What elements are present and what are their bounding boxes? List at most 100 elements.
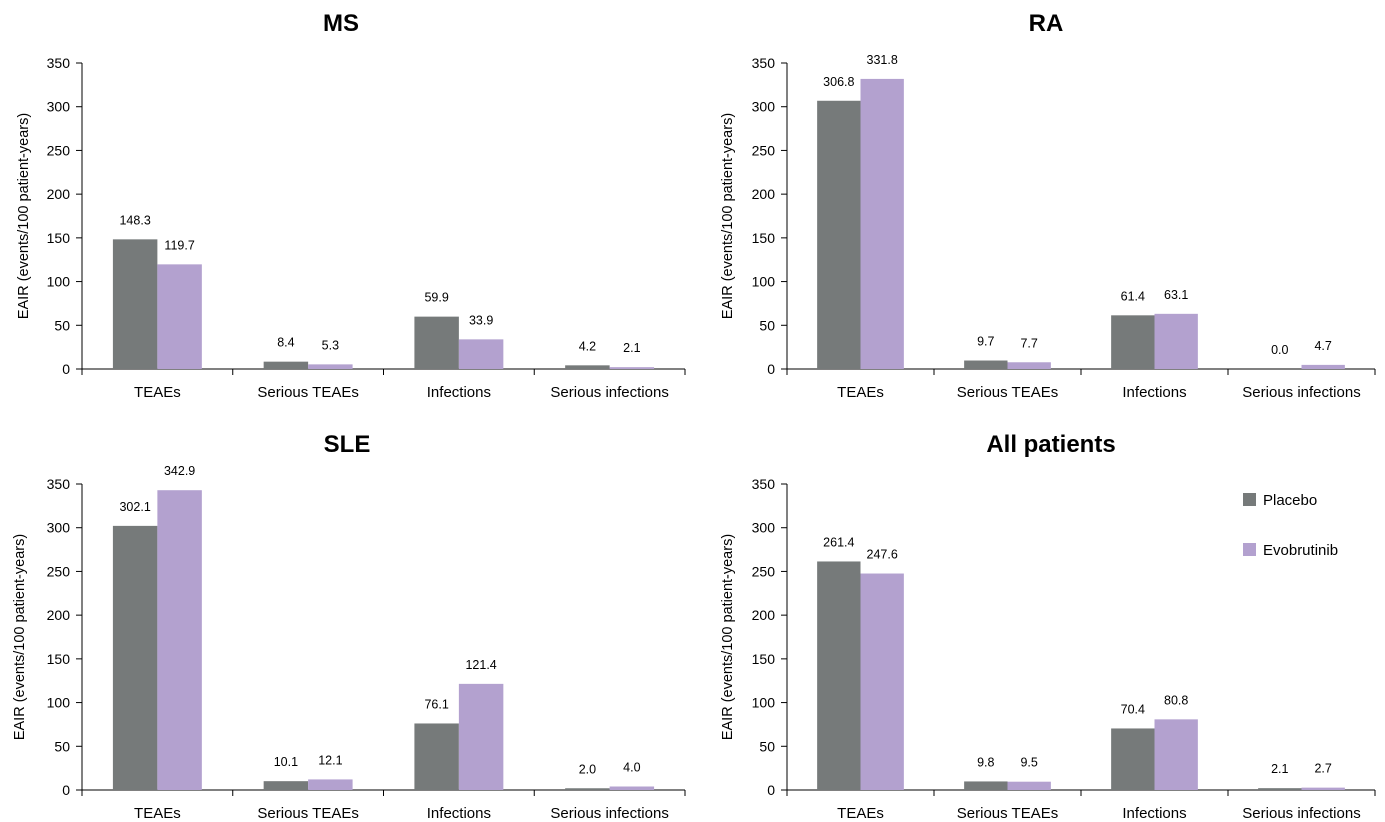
data-label: 331.8	[867, 53, 898, 67]
y-tick-label: 100	[47, 695, 71, 711]
bar-placebo	[817, 100, 861, 370]
chart-title: All patients	[986, 431, 1115, 458]
data-label: 63.1	[1164, 288, 1188, 302]
y-tick-label: 200	[47, 186, 71, 202]
data-label: 61.4	[1121, 289, 1145, 303]
bar-evobrutinib	[157, 490, 202, 790]
bar-placebo	[817, 561, 861, 790]
y-tick-label: 50	[54, 317, 70, 333]
data-label: 2.7	[1314, 762, 1331, 776]
data-label: 2.0	[579, 762, 596, 776]
data-label: 4.0	[623, 761, 640, 775]
bar-placebo	[263, 361, 309, 369]
legend-label: Placebo	[1263, 492, 1317, 509]
category-label: Serious infections	[550, 384, 668, 401]
data-label: 9.7	[977, 335, 994, 349]
y-tick-label: 0	[62, 361, 70, 377]
category-label: Serious TEAEs	[957, 805, 1058, 822]
bar-placebo	[414, 316, 459, 369]
bar-evobrutinib	[458, 683, 504, 790]
legend: Placebo Evobrutinib	[1243, 492, 1338, 559]
data-label: 7.7	[1020, 336, 1037, 350]
bar-evobrutinib	[308, 779, 353, 790]
bar-evobrutinib	[458, 339, 504, 369]
data-label: 80.8	[1164, 693, 1188, 707]
y-tick-label: 0	[767, 782, 775, 798]
bar-placebo	[964, 781, 1008, 790]
bar-placebo	[112, 525, 158, 790]
bar-placebo	[414, 723, 459, 790]
y-tick-label: 200	[752, 607, 776, 623]
data-label: 59.9	[424, 291, 448, 305]
y-tick-label: 250	[47, 563, 71, 579]
chart-title: SLE	[324, 431, 371, 458]
data-label: 2.1	[1271, 762, 1288, 776]
data-label: 306.8	[823, 75, 854, 89]
y-tick-label: 300	[47, 520, 71, 536]
category-label: Serious TEAEs	[257, 805, 358, 822]
data-label: 148.3	[119, 213, 150, 227]
data-label: 76.1	[424, 697, 448, 711]
bar-placebo	[112, 239, 158, 369]
y-axis-label: EAIR (events/100 patient-years)	[12, 534, 28, 740]
bar-evobrutinib	[1301, 787, 1345, 790]
category-label: TEAEs	[134, 805, 181, 822]
bar-placebo	[565, 788, 610, 790]
y-tick-label: 250	[47, 142, 71, 158]
y-tick-label: 300	[752, 520, 776, 536]
y-tick-label: 350	[752, 476, 776, 492]
category-label: Serious infections	[1242, 805, 1360, 822]
category-label: TEAEs	[837, 805, 884, 822]
y-tick-label: 300	[47, 99, 71, 115]
y-tick-label: 0	[62, 782, 70, 798]
data-label: 5.3	[322, 338, 339, 352]
bar-evobrutinib	[1007, 362, 1051, 369]
data-label: 12.1	[318, 753, 342, 767]
category-label: Infections	[427, 805, 491, 822]
data-label: 302.1	[119, 500, 150, 514]
bar-evobrutinib	[308, 364, 353, 369]
chart-panel-3: SLE 0 50 100 150 200 250 300 350 EAIR (events/100…	[12, 431, 686, 822]
data-label: 247.6	[867, 548, 898, 562]
data-label: 4.7	[1314, 339, 1331, 353]
category-label: TEAEs	[134, 384, 181, 401]
bar-evobrutinib	[860, 573, 904, 790]
y-tick-label: 150	[47, 230, 71, 246]
bar-evobrutinib	[860, 78, 904, 370]
data-label: 4.2	[579, 339, 596, 353]
category-label: TEAEs	[837, 384, 884, 401]
bar-placebo	[565, 365, 610, 369]
y-tick-label: 100	[752, 695, 776, 711]
data-label: 121.4	[465, 658, 496, 672]
bar-placebo	[1111, 315, 1155, 369]
category-label: Serious infections	[550, 805, 668, 822]
data-label: 70.4	[1121, 702, 1145, 716]
data-label: 0.0	[1271, 343, 1288, 357]
chart-panel-4: All patients 0 50 100 150 200 250 300 350 EAIR (e…	[720, 431, 1376, 822]
category-label: Infections	[1122, 805, 1186, 822]
category-label: Serious TEAEs	[957, 384, 1058, 401]
y-tick-label: 150	[47, 651, 71, 667]
data-label: 8.4	[277, 336, 294, 350]
y-tick-label: 50	[54, 738, 70, 754]
data-label: 9.8	[977, 755, 994, 769]
category-label: Serious infections	[1242, 384, 1360, 401]
category-label: Infections	[427, 384, 491, 401]
y-tick-label: 250	[752, 142, 776, 158]
category-label: Serious TEAEs	[257, 384, 358, 401]
y-tick-label: 150	[752, 651, 776, 667]
bar-evobrutinib	[609, 367, 655, 369]
legend-swatch-placebo	[1243, 493, 1256, 506]
data-label: 342.9	[164, 464, 195, 478]
y-tick-label: 100	[47, 274, 71, 290]
y-axis-label: EAIR (events/100 patient-years)	[720, 113, 736, 319]
y-tick-label: 200	[47, 607, 71, 623]
y-axis-label: EAIR (events/100 patient-years)	[720, 534, 736, 740]
y-tick-label: 100	[752, 274, 776, 290]
chart-panel-1: MS 0 50 100 150 200 250 300 350 EAIR (events/100 …	[16, 10, 686, 401]
data-label: 33.9	[469, 313, 493, 327]
bar-evobrutinib	[1301, 364, 1345, 369]
bar-placebo	[1258, 788, 1302, 790]
y-tick-label: 350	[752, 55, 776, 71]
